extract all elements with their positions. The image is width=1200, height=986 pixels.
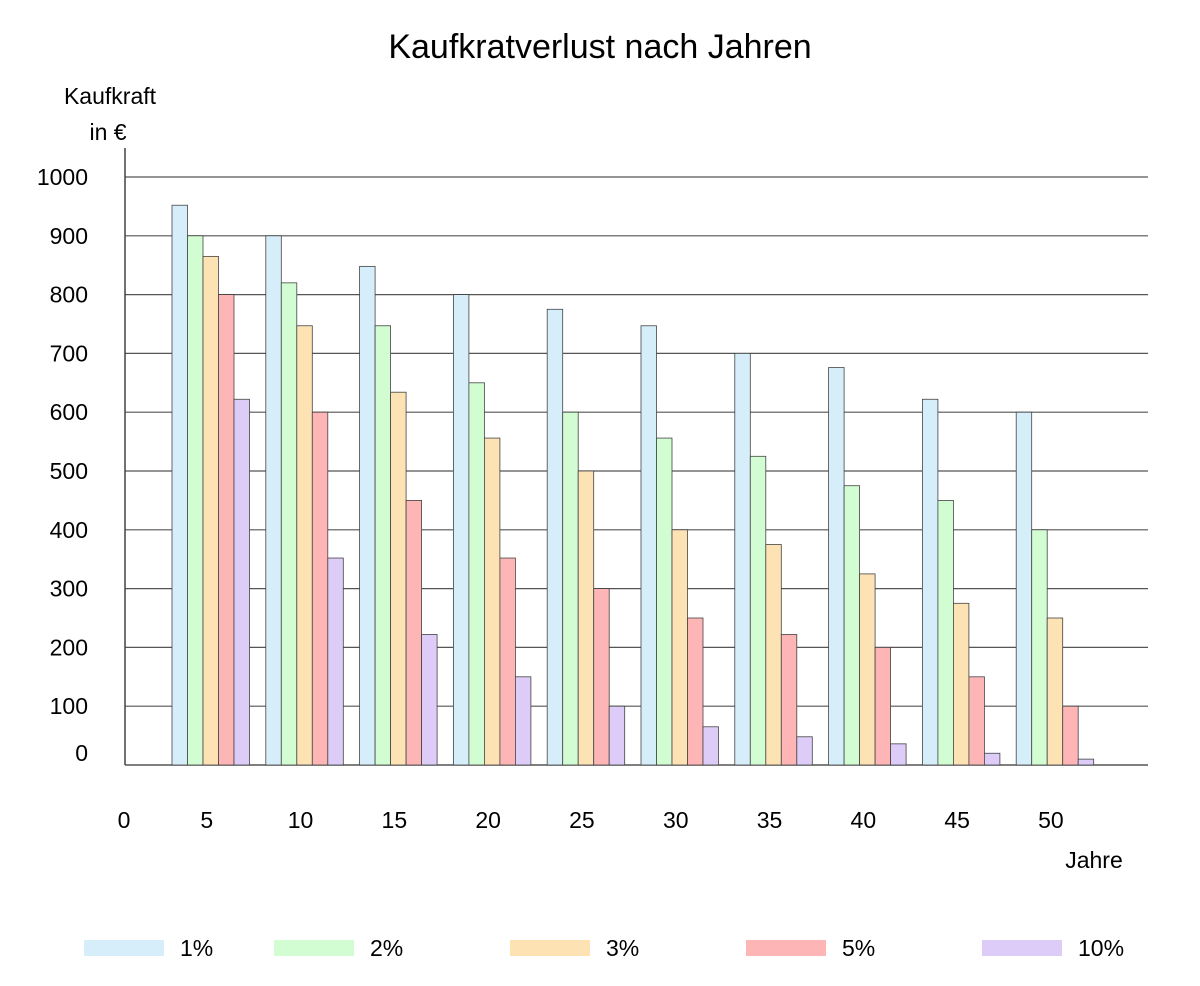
bar (984, 752, 1001, 766)
x-tick-label: 20 (475, 807, 501, 833)
bar (608, 705, 626, 766)
bars (171, 204, 1095, 766)
y-tick-label: 600 (50, 399, 88, 425)
bar (922, 398, 939, 766)
bar (874, 647, 891, 766)
bar (327, 557, 344, 766)
bar (405, 499, 423, 766)
bar (828, 367, 845, 766)
bar (202, 255, 219, 766)
x-tick-label: 25 (569, 807, 595, 833)
legend-swatch (510, 940, 590, 956)
bar (483, 437, 501, 766)
bar (452, 294, 470, 766)
legend-swatch (274, 940, 354, 956)
bar (953, 602, 970, 766)
y-tick-label: 500 (50, 458, 88, 484)
bar (890, 743, 907, 766)
x-tick-label: 40 (851, 807, 877, 833)
bar (671, 529, 688, 766)
y-tick-label: 1000 (37, 164, 88, 190)
x-tick-label: 30 (663, 807, 689, 833)
bar (749, 455, 767, 766)
bar (187, 235, 204, 766)
legend-label: 3% (606, 935, 639, 961)
y-tick-label: 100 (50, 693, 88, 719)
bar (859, 573, 876, 766)
x-tick-label: 45 (944, 807, 970, 833)
bar (640, 325, 657, 766)
bar (780, 634, 798, 766)
y-tick-label: 900 (50, 223, 88, 249)
y-tick-label: 300 (50, 576, 88, 602)
bar (765, 544, 782, 766)
y-tick-label: 700 (50, 340, 88, 366)
y-axis-label-line2: in € (89, 119, 126, 145)
bar (1015, 411, 1033, 766)
bar (499, 557, 516, 766)
bar (421, 634, 438, 766)
bar (1031, 529, 1048, 766)
x-tick-labels: 5 10 15 20 25 30 35 40 45 50 (200, 807, 1063, 833)
bar (218, 294, 235, 766)
x-origin-label: 0 (118, 807, 131, 833)
bar (515, 676, 532, 766)
bar (296, 325, 313, 766)
bar (280, 282, 298, 766)
bar (546, 308, 564, 766)
chart-title: Kaufkratverlust nach Jahren (388, 28, 811, 66)
legend-label: 1% (180, 935, 213, 961)
legend-swatch (982, 940, 1062, 956)
x-tick-label: 10 (288, 807, 314, 833)
legend: 1% 2% 3% 5% 10% (84, 935, 1124, 961)
legend-label: 2% (370, 935, 403, 961)
bar (968, 676, 985, 766)
x-tick-label: 5 (200, 807, 213, 833)
bar (1077, 758, 1095, 766)
y-tick-labels: 0 100 200 300 400 500 600 700 800 900 1000 (37, 164, 88, 766)
x-tick-label: 50 (1038, 807, 1064, 833)
bar (577, 470, 595, 766)
y-tick-label: 0 (75, 740, 88, 766)
legend-label: 5% (842, 935, 875, 961)
x-tick-label: 35 (757, 807, 783, 833)
y-axis-label-line1: Kaufkraft (64, 83, 157, 109)
bar (656, 437, 673, 766)
bar (1046, 617, 1064, 766)
bar (687, 617, 704, 766)
bar (311, 411, 329, 766)
bar (796, 736, 813, 766)
y-tick-label: 800 (50, 282, 88, 308)
bar (562, 411, 579, 766)
legend-label: 10% (1078, 935, 1124, 961)
bar (390, 391, 407, 766)
bar (734, 352, 751, 766)
bar (843, 485, 860, 766)
bar (233, 398, 250, 766)
x-axis-label: Jahre (1065, 847, 1123, 873)
legend-swatch (84, 940, 164, 956)
bar (171, 204, 188, 766)
legend-swatch (746, 940, 826, 956)
y-tick-label: 200 (50, 634, 88, 660)
y-tick-label: 400 (50, 517, 88, 543)
bar (593, 588, 610, 766)
x-tick-label: 15 (382, 807, 408, 833)
bar (265, 235, 282, 766)
bar (374, 325, 392, 766)
bar (468, 382, 485, 766)
bar (937, 499, 954, 766)
bar (702, 726, 719, 766)
bar (1062, 705, 1079, 766)
bar (359, 265, 376, 766)
